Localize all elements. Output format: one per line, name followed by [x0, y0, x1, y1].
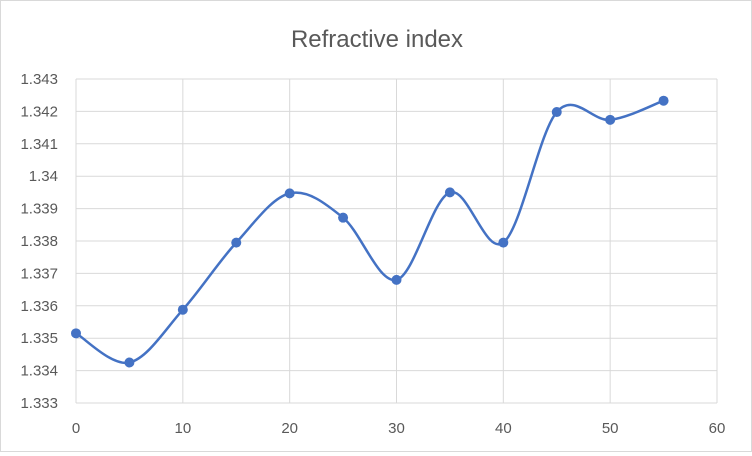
- data-point: [231, 237, 242, 248]
- series-line: [74, 99, 665, 364]
- y-tick-label: 1.34: [29, 168, 58, 185]
- x-tick-label: 50: [602, 420, 619, 437]
- x-tick-label: 10: [174, 420, 191, 437]
- x-tick-label: 0: [72, 420, 80, 437]
- x-tick-label: 60: [709, 420, 726, 437]
- data-point: [338, 212, 349, 223]
- data-point: [444, 187, 455, 198]
- y-tick-label: 1.342: [20, 103, 58, 120]
- data-point: [658, 95, 669, 106]
- data-point: [71, 328, 81, 339]
- y-tick-label: 1.339: [20, 201, 58, 218]
- data-point: [284, 188, 295, 199]
- data-point: [605, 114, 616, 125]
- data-point: [551, 107, 562, 118]
- y-tick-label: 1.338: [20, 233, 58, 250]
- y-tick-label: 1.335: [20, 330, 58, 347]
- data-point: [391, 274, 402, 285]
- y-tick-label: 1.334: [20, 363, 58, 380]
- x-tick-label: 20: [281, 420, 298, 437]
- y-tick-label: 1.343: [20, 71, 58, 88]
- y-tick-label: 1.341: [20, 136, 58, 153]
- data-point: [498, 237, 509, 248]
- chart-title: Refractive index: [291, 26, 463, 53]
- y-tick-label: 1.333: [20, 395, 58, 412]
- x-tick-label: 30: [388, 420, 405, 437]
- x-tick-label: 40: [495, 420, 512, 437]
- data-point: [177, 304, 188, 315]
- y-tick-label: 1.336: [20, 298, 58, 315]
- y-tick-label: 1.337: [20, 265, 58, 282]
- data-point: [124, 357, 135, 368]
